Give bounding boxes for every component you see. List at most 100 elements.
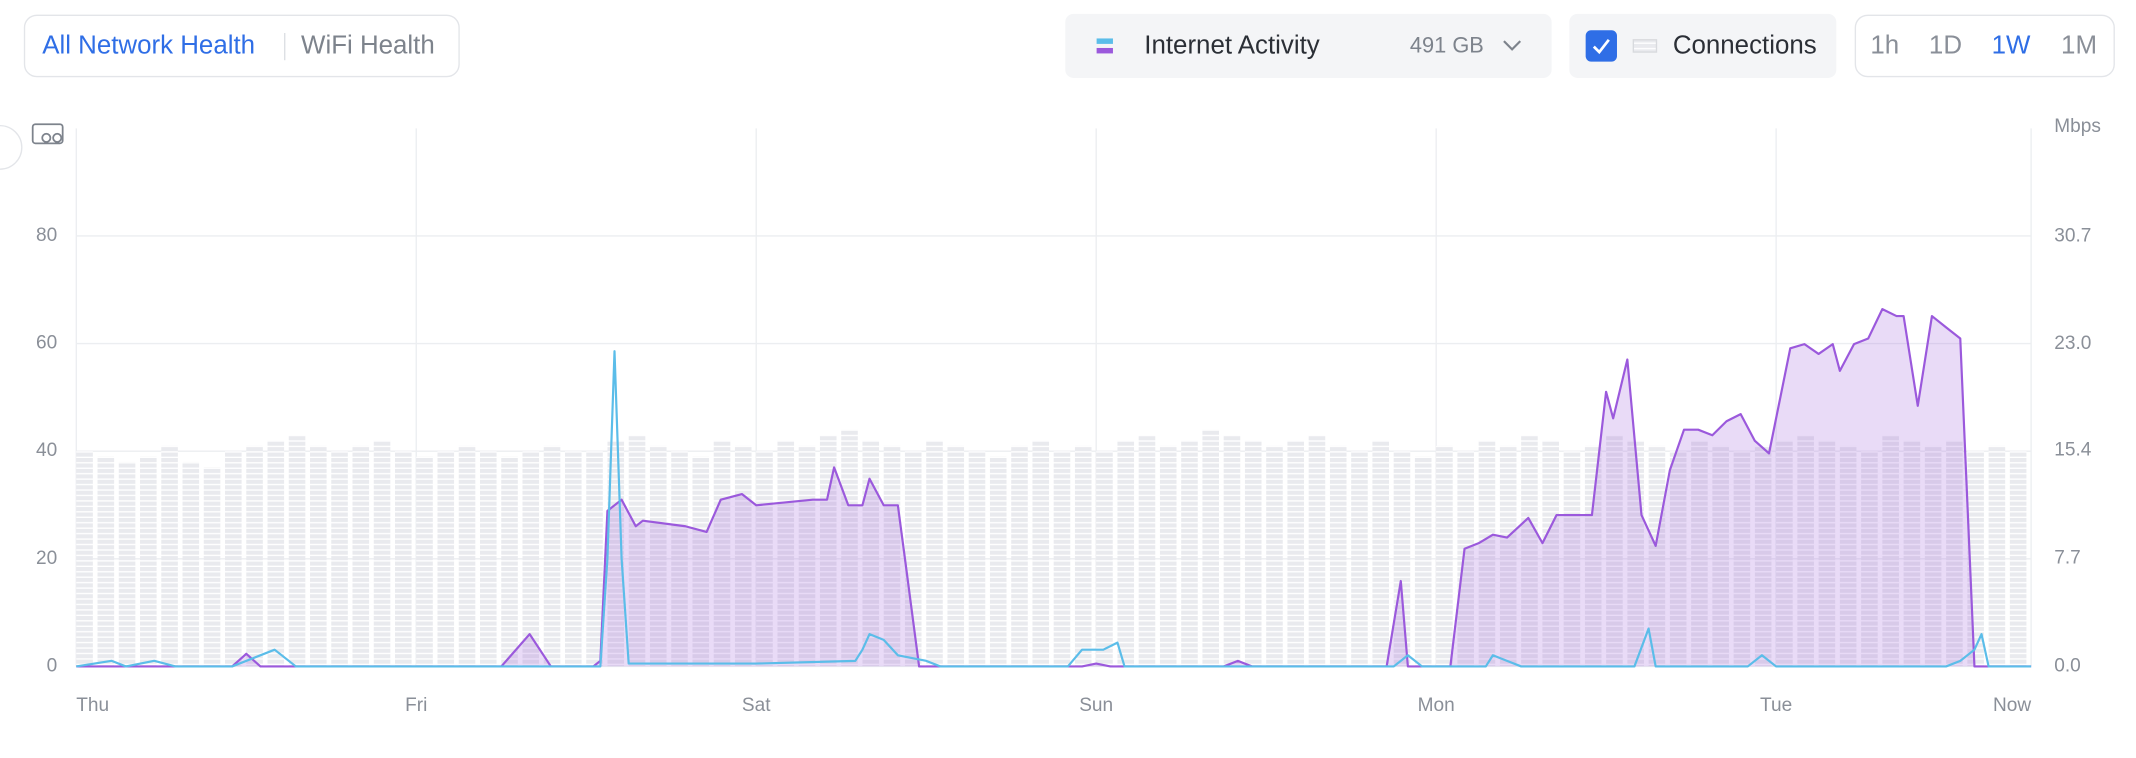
bar bbox=[904, 451, 922, 667]
bar bbox=[1797, 435, 1814, 667]
y-tick-label: 80 bbox=[36, 225, 57, 246]
bar bbox=[1393, 451, 1411, 667]
range[interactable]: 1W bbox=[1992, 31, 2031, 59]
activity-select[interactable] bbox=[1065, 13, 1552, 78]
range[interactable]: 1M bbox=[2061, 31, 2097, 59]
x-tick-label: Thu bbox=[76, 695, 109, 716]
bar bbox=[1712, 445, 1729, 667]
y-tick-label: 0 bbox=[47, 655, 58, 676]
bar bbox=[841, 429, 858, 667]
bar bbox=[1414, 456, 1432, 667]
bar bbox=[1053, 451, 1071, 667]
bar bbox=[395, 451, 412, 667]
bar bbox=[1096, 451, 1113, 667]
bar bbox=[671, 451, 688, 667]
bar bbox=[819, 435, 837, 667]
bar bbox=[1669, 451, 1687, 667]
bar bbox=[1117, 440, 1135, 667]
bar bbox=[1733, 451, 1751, 667]
bar bbox=[1839, 445, 1857, 667]
bar bbox=[1882, 435, 1899, 667]
bar bbox=[479, 451, 497, 667]
icon bbox=[31, 123, 64, 145]
bar bbox=[692, 456, 710, 667]
x-tick-label: Sat bbox=[742, 695, 771, 716]
bar bbox=[161, 445, 178, 667]
tab[interactable]: WiFi Health bbox=[301, 31, 435, 59]
x-tick-label: Mon bbox=[1418, 695, 1455, 716]
bar bbox=[1988, 445, 2006, 667]
bar bbox=[947, 445, 965, 667]
bar bbox=[1584, 445, 1602, 667]
bar bbox=[734, 445, 752, 667]
line bbox=[76, 350, 2032, 668]
checkbox[interactable] bbox=[1585, 30, 1617, 62]
range[interactable]: 1D bbox=[1929, 31, 1962, 59]
check bbox=[1592, 38, 1610, 55]
bar bbox=[118, 461, 136, 667]
bar bbox=[1436, 445, 1453, 667]
bar bbox=[267, 440, 285, 667]
bar bbox=[1138, 435, 1156, 667]
bar bbox=[628, 435, 646, 667]
bar bbox=[1372, 440, 1389, 667]
bar bbox=[586, 451, 603, 667]
bar bbox=[373, 440, 391, 667]
bar bbox=[1329, 445, 1347, 667]
bar bbox=[182, 461, 200, 667]
bar bbox=[2009, 451, 2027, 667]
bar bbox=[1351, 451, 1368, 667]
y-tick-label: 40 bbox=[36, 440, 57, 461]
bar bbox=[1181, 440, 1198, 667]
chevron bbox=[1503, 40, 1522, 51]
bar bbox=[1287, 440, 1304, 667]
bar bbox=[522, 451, 540, 667]
range-group bbox=[1854, 14, 2115, 78]
y-tick-label: 20 bbox=[36, 548, 57, 569]
y2-tick-label: 0.0 bbox=[2054, 655, 2081, 676]
bar bbox=[310, 445, 327, 667]
bar bbox=[968, 451, 986, 667]
bar bbox=[501, 456, 518, 667]
tab-group bbox=[23, 14, 460, 78]
bar bbox=[1648, 445, 1666, 667]
legend-icon bbox=[1632, 39, 1658, 53]
bar bbox=[1266, 445, 1283, 667]
activity-label: Internet Activity bbox=[1144, 31, 1320, 59]
y2-axis-label: Mbps bbox=[2054, 116, 2101, 137]
y2-tick-label: 30.7 bbox=[2054, 225, 2091, 246]
legend-icon bbox=[1096, 38, 1113, 44]
bar bbox=[203, 467, 221, 667]
bar bbox=[1159, 445, 1177, 667]
bar bbox=[1499, 445, 1517, 667]
bar bbox=[713, 440, 731, 667]
y-tick-label: 60 bbox=[36, 333, 57, 354]
y2-tick-label: 15.4 bbox=[2054, 440, 2091, 461]
bar bbox=[1202, 429, 1220, 667]
tab[interactable]: All Network Health bbox=[42, 31, 255, 59]
bar bbox=[246, 445, 263, 667]
bar bbox=[331, 451, 348, 667]
bar bbox=[225, 451, 242, 667]
bar bbox=[1606, 435, 1623, 667]
bar bbox=[926, 440, 943, 667]
bar bbox=[989, 456, 1007, 667]
bar bbox=[1946, 440, 1963, 667]
bar bbox=[1754, 445, 1772, 667]
x-tick-label: Sun bbox=[1079, 695, 1113, 716]
edge-button bbox=[0, 124, 23, 170]
bar bbox=[437, 451, 455, 667]
connections-toggle[interactable] bbox=[1569, 13, 1837, 78]
bar bbox=[1542, 440, 1559, 667]
activity-total: 491 GB bbox=[1410, 32, 1484, 57]
bar bbox=[543, 445, 561, 667]
bar bbox=[1457, 451, 1474, 667]
bar bbox=[1244, 440, 1262, 667]
range[interactable]: 1h bbox=[1870, 31, 1899, 59]
bar bbox=[1011, 445, 1028, 667]
bar bbox=[288, 435, 306, 667]
bar bbox=[140, 456, 157, 667]
legend-icon bbox=[1096, 47, 1113, 54]
